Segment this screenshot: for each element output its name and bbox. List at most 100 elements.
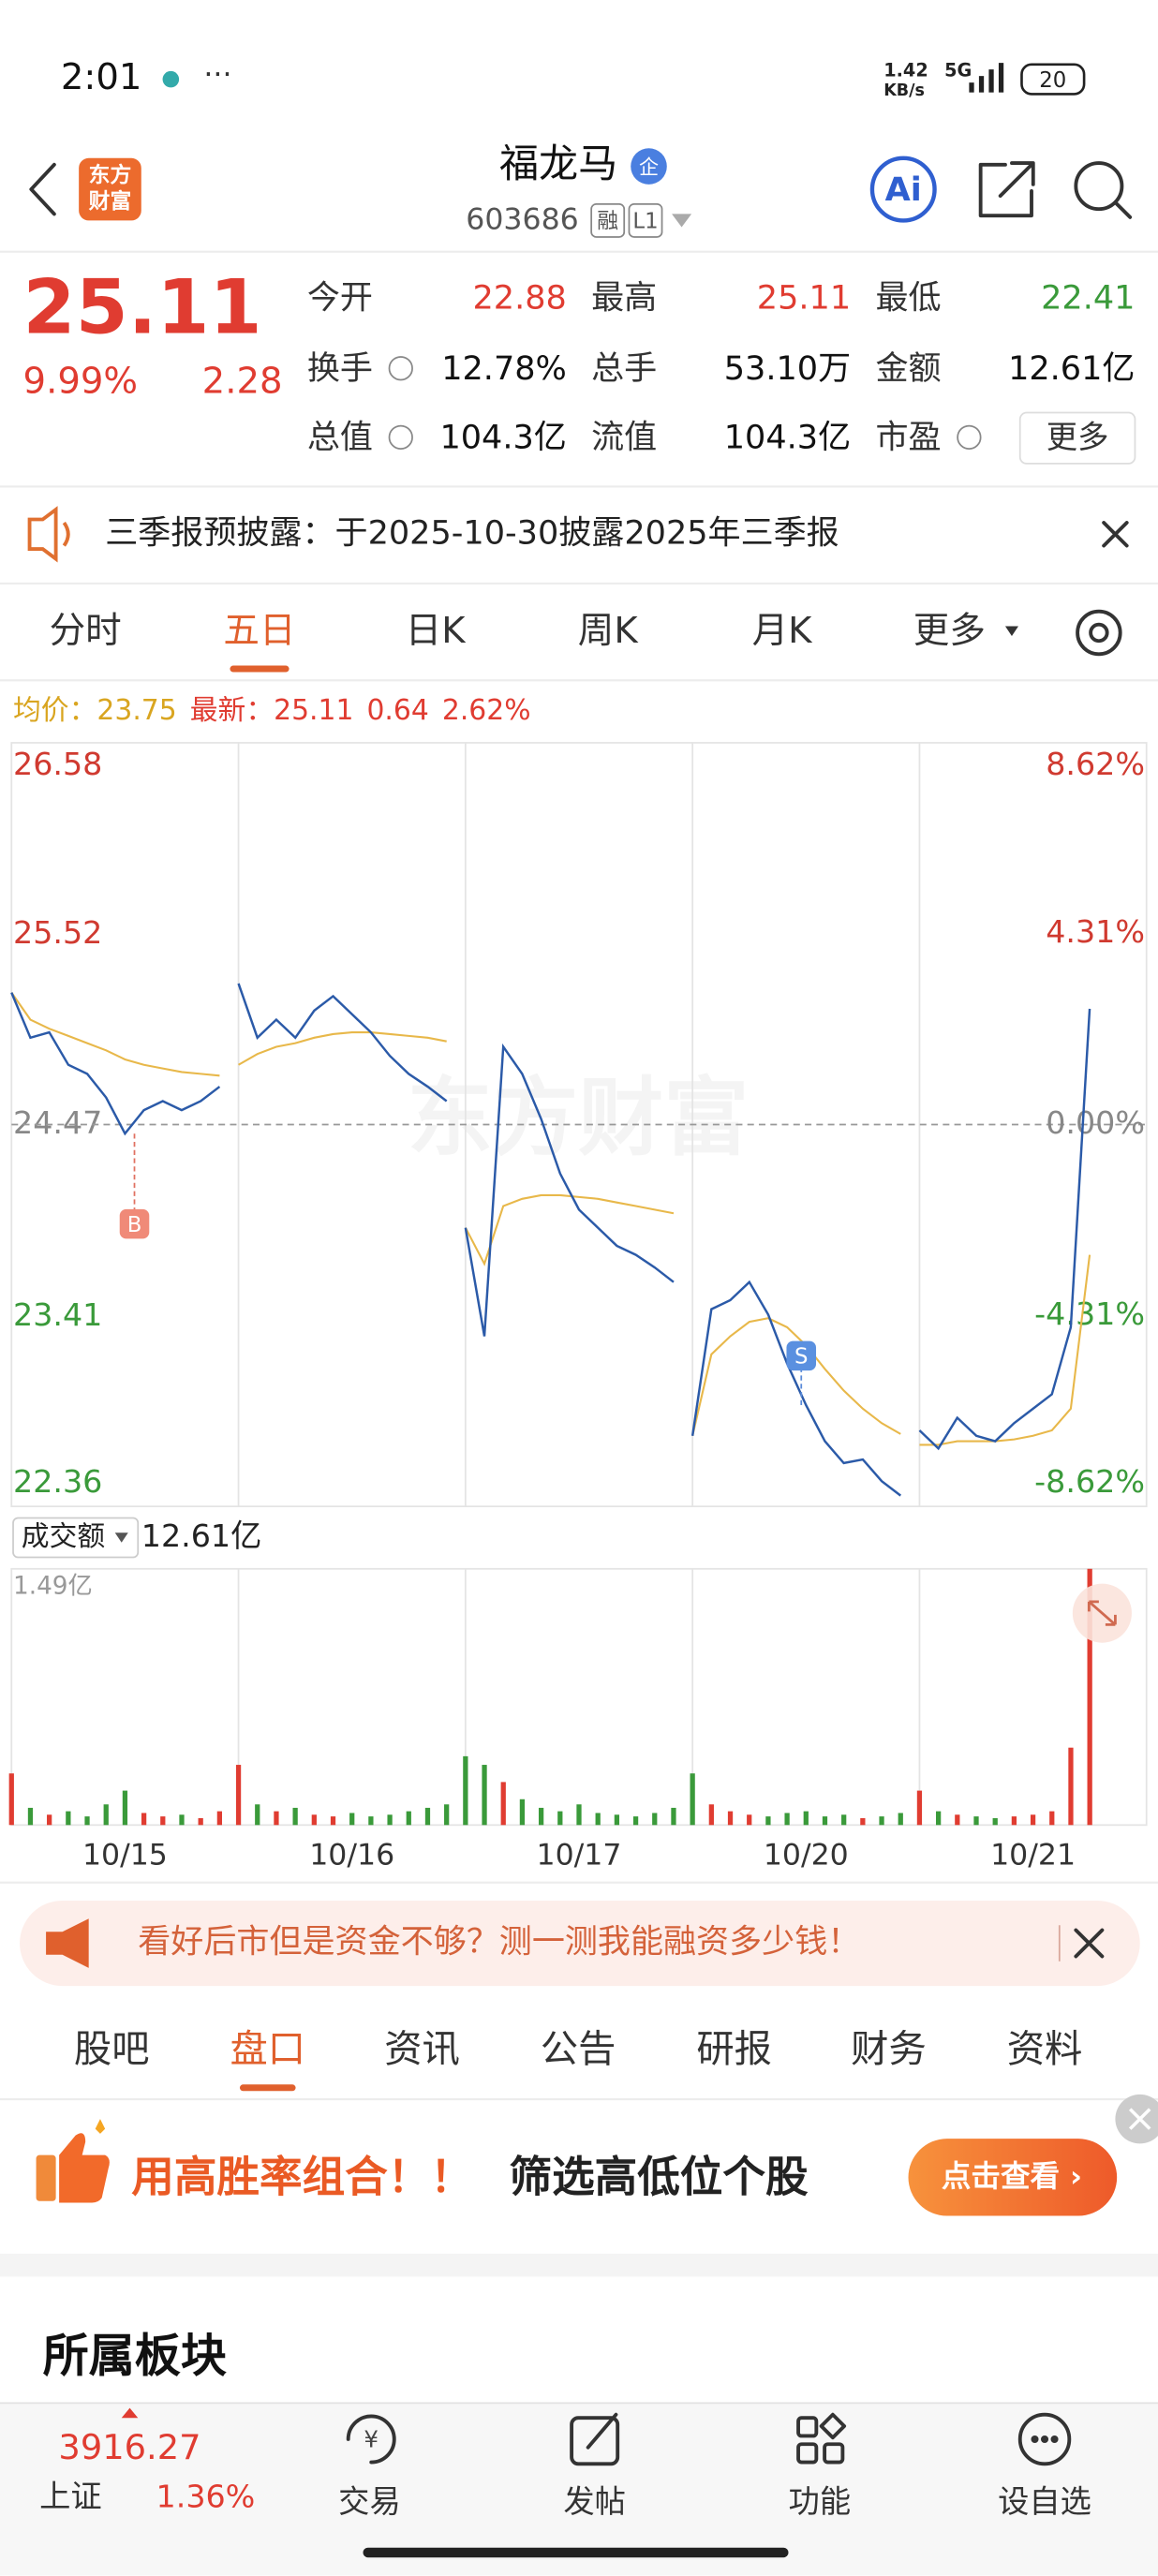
bottom-bar	[0, 2403, 1158, 2576]
x-tick-label: 10/21	[990, 1839, 1076, 1873]
volume-bar	[311, 1814, 317, 1826]
volume-bar	[784, 1813, 790, 1826]
plot-frame	[10, 1567, 1148, 1827]
tag	[590, 203, 626, 238]
settings-icon[interactable]	[1076, 609, 1122, 657]
more-button[interactable]	[1018, 411, 1136, 465]
y2-tick-label: 8.62%	[1046, 746, 1145, 782]
volume-bar	[652, 1813, 658, 1826]
y2-tick-label: -4.31%	[1034, 1295, 1145, 1332]
dropdown[interactable]	[672, 214, 692, 228]
volume-bar	[595, 1813, 601, 1826]
nav-item[interactable]: 发帖	[563, 2483, 626, 2520]
y-tick-label: 25.52	[13, 914, 102, 951]
volume-select[interactable]	[12, 1517, 140, 1559]
subtab[interactable]: 盘口	[230, 2027, 305, 2071]
tab[interactable]: 更多	[913, 610, 986, 652]
volume-bar	[179, 1814, 185, 1826]
banner-text: 看好后市但是资金不够？测一测我能融资多少钱！	[138, 1923, 860, 1962]
nav-item[interactable]: 功能	[789, 2483, 852, 2520]
status-time: 2:01	[61, 56, 142, 98]
stat-label: 换手	[307, 349, 373, 388]
price: 25.11	[23, 264, 262, 352]
ai-button[interactable]	[869, 155, 937, 223]
tab-arrow	[1004, 626, 1018, 636]
nav-item[interactable]: 交易	[338, 2483, 401, 2520]
subtab[interactable]: 公告	[541, 2027, 616, 2071]
tab[interactable]: 分时	[50, 610, 122, 652]
subtab[interactable]: 财务	[851, 2027, 927, 2071]
info-icon	[388, 356, 413, 381]
volume-bar	[860, 1817, 866, 1826]
abs-change: 2.28	[202, 360, 283, 402]
x-tick-label: 10/20	[764, 1839, 849, 1873]
volume-bar	[671, 1807, 676, 1826]
volume-bar	[1049, 1811, 1055, 1826]
func-icon	[796, 2412, 847, 2465]
ad-button-text: 点击查看 ›	[942, 2160, 1082, 2194]
stat-label: 总手	[591, 349, 657, 388]
y-tick-label: 23.41	[13, 1296, 102, 1333]
ad-button[interactable]	[908, 2139, 1118, 2216]
back-button[interactable]	[29, 162, 56, 216]
volume-bar	[822, 1816, 828, 1826]
volume-bar	[255, 1804, 260, 1826]
stat-value: 104.3亿	[439, 419, 566, 457]
info-text: 2.62%	[442, 694, 531, 727]
info-text: 均价：	[13, 694, 96, 727]
battery	[1020, 63, 1086, 96]
avg-line	[10, 991, 1091, 1446]
marker-text: B	[127, 1213, 142, 1237]
home-indicator	[363, 2547, 789, 2558]
battery-level: 20	[1039, 68, 1066, 93]
subtab[interactable]: 股吧	[74, 2027, 150, 2071]
volume-bar	[519, 1799, 526, 1826]
volume-bar	[122, 1790, 128, 1826]
info-text: 最新：	[190, 694, 274, 727]
stat-label: 市盈	[875, 419, 941, 457]
volume-bar	[27, 1807, 34, 1826]
notice-close[interactable]	[1102, 521, 1129, 548]
banner[interactable]	[20, 1900, 1140, 1987]
volume-bar	[747, 1814, 752, 1826]
volume-bar	[274, 1811, 279, 1826]
volume-bar	[406, 1811, 411, 1826]
volume-title: 成交额	[22, 1520, 105, 1553]
subtab[interactable]: 研报	[696, 2027, 772, 2071]
volume-bar	[727, 1811, 734, 1826]
y2-tick-label: 0.00%	[1046, 1104, 1145, 1141]
price-line	[10, 983, 1091, 1497]
index-value[interactable]: 3916.27	[58, 2427, 200, 2467]
tab[interactable]: 日K	[406, 610, 468, 652]
y-tick-label: 26.58	[13, 746, 102, 782]
volume-bar	[444, 1804, 450, 1826]
trade-icon: ¥	[346, 2414, 396, 2465]
share-button[interactable]	[978, 161, 1035, 218]
stat-value: 104.3亿	[724, 419, 851, 457]
volume-bar	[368, 1816, 374, 1826]
search-button[interactable]	[1074, 161, 1133, 219]
ad-highlight: 用高胜率组合！！	[131, 2152, 473, 2201]
y-tick-label: 22.36	[13, 1463, 102, 1500]
ad-close[interactable]	[1115, 2094, 1158, 2144]
stat-value: 12.61亿	[1008, 349, 1135, 388]
status-speed-unit: KB/s	[883, 81, 925, 100]
banner-close[interactable]	[1074, 1928, 1105, 1959]
tab[interactable]: 五日	[223, 610, 295, 652]
volume-bar	[8, 1773, 14, 1826]
badge	[631, 148, 667, 185]
tab[interactable]: 月K	[752, 610, 814, 652]
subtab[interactable]: 资讯	[384, 2027, 460, 2071]
subtab[interactable]: 资料	[1007, 2027, 1083, 2071]
status-dots: ···	[203, 58, 231, 92]
volume-bar	[387, 1814, 393, 1826]
stat-label: 流值	[591, 419, 657, 457]
stat-value: 53.10万	[724, 349, 851, 388]
post-icon	[570, 2412, 620, 2466]
nav-item[interactable]: 设自选	[998, 2483, 1091, 2520]
tab[interactable]: 周K	[578, 610, 640, 652]
volume-bar	[690, 1773, 695, 1826]
ad-close-x	[1128, 2108, 1151, 2130]
stat-label: 最低	[875, 279, 941, 318]
